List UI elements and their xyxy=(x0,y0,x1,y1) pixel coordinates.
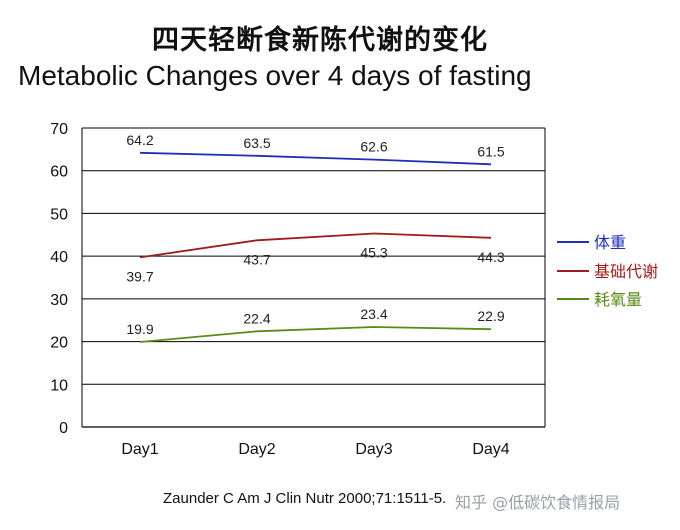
series-line-3 xyxy=(139,326,492,343)
data-label: 64.2 xyxy=(126,132,153,148)
y-tick-label: 50 xyxy=(50,206,68,223)
data-label: 43.7 xyxy=(243,251,270,267)
data-label: 62.6 xyxy=(360,139,387,155)
data-label: 61.5 xyxy=(477,143,504,159)
y-tick-label: 70 xyxy=(50,121,68,138)
chart-subtitle: Metabolic Changes over 4 days of fasting xyxy=(18,60,532,91)
series-line-1 xyxy=(139,151,492,166)
data-label: 22.4 xyxy=(243,310,270,326)
y-tick-label: 30 xyxy=(50,292,68,309)
chart-title: 四天轻断食新陈代谢的变化 xyxy=(152,25,488,56)
y-tick-label: 20 xyxy=(50,335,68,352)
y-tick-label: 60 xyxy=(50,164,68,181)
legend-label: 基础代谢 xyxy=(594,262,658,281)
data-label: 63.5 xyxy=(243,135,270,151)
x-tick-label: Day4 xyxy=(472,441,509,458)
series-line-2 xyxy=(139,232,492,259)
data-label: 39.7 xyxy=(126,268,153,284)
legend-label: 耗氧量 xyxy=(594,290,642,309)
data-label: 45.3 xyxy=(360,245,387,261)
x-tick-label: Day1 xyxy=(121,441,158,458)
legend-label: 体重 xyxy=(594,233,626,252)
series-lines xyxy=(139,151,492,343)
watermark: 知乎 @低碳饮食情报局 xyxy=(455,493,621,512)
y-tick-label: 0 xyxy=(59,420,68,437)
data-label: 23.4 xyxy=(360,306,387,322)
x-tick-label: Day2 xyxy=(238,441,275,458)
data-label: 44.3 xyxy=(477,249,504,265)
data-label: 22.9 xyxy=(477,308,504,324)
x-axis-ticks: Day1 Day2 Day3 Day4 xyxy=(121,441,509,458)
data-label: 19.9 xyxy=(126,321,153,337)
y-tick-label: 10 xyxy=(50,377,68,394)
x-tick-label: Day3 xyxy=(355,441,392,458)
y-axis-ticks: 0 10 20 30 40 50 60 70 xyxy=(50,121,68,437)
data-labels: 64.2 63.5 62.6 61.5 39.7 43.7 45.3 44.3 19.9 22.4… xyxy=(126,132,504,337)
grid-lines xyxy=(81,127,546,428)
citation: Zaunder C Am J Clin Nutr 2000;71:1511-5. xyxy=(163,490,447,507)
y-tick-label: 40 xyxy=(50,249,68,266)
